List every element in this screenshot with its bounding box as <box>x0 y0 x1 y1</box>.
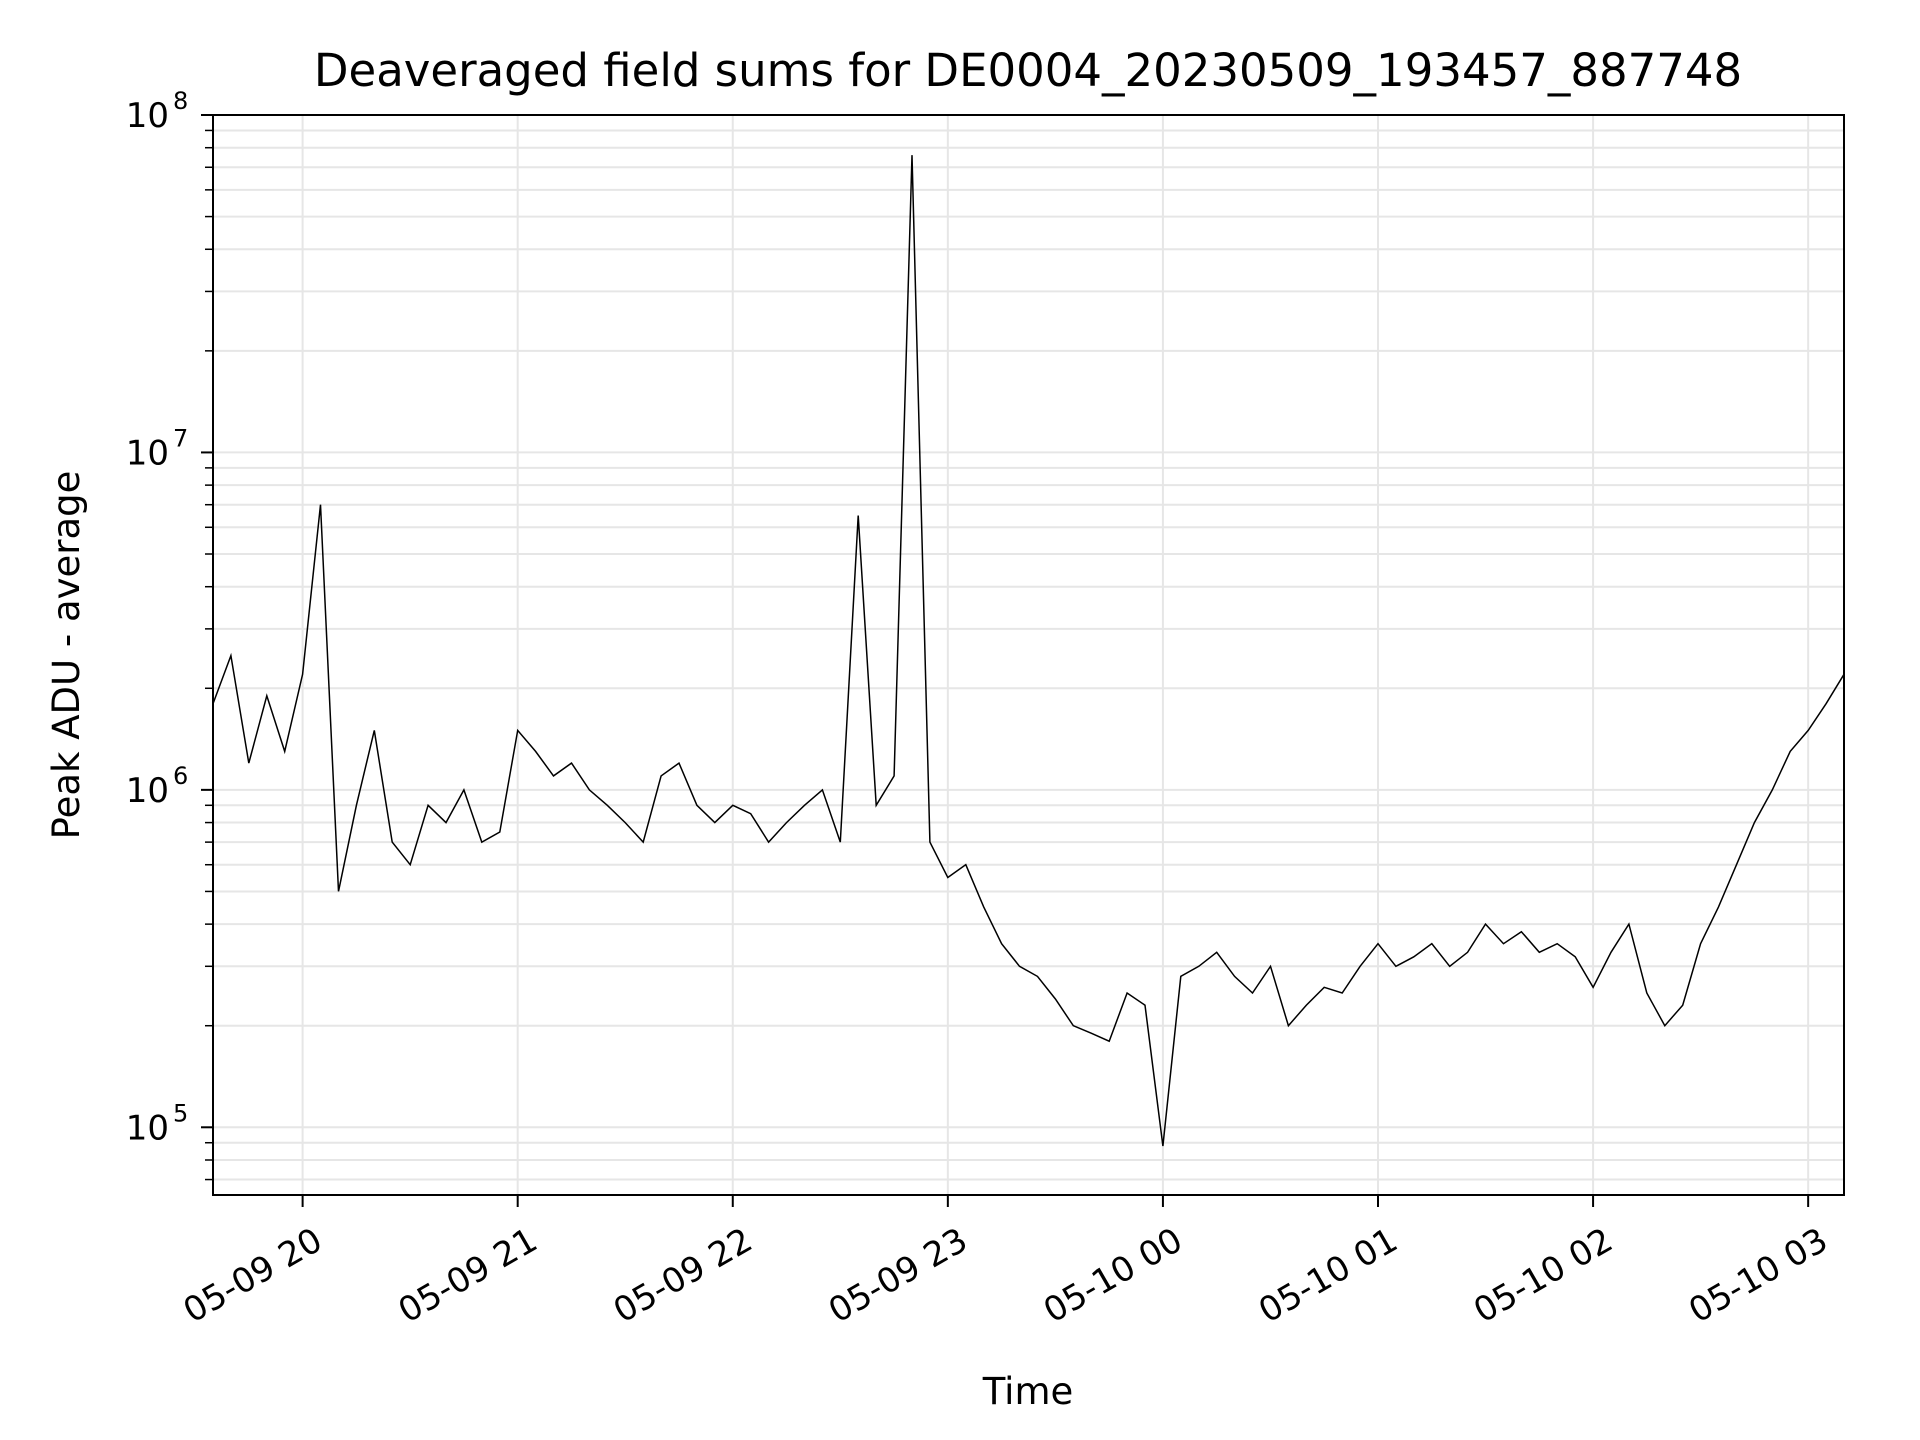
y-tick-label-exponent: 8 <box>173 87 188 115</box>
plot-frame <box>212 114 1845 1196</box>
grid <box>213 114 1844 1195</box>
y-tick-label-exponent: 6 <box>173 762 188 790</box>
x-axis-label: Time <box>982 1370 1074 1413</box>
y-tick-label-exponent: 5 <box>173 1099 188 1127</box>
y-tick-label: 10 <box>126 433 169 473</box>
plot-area <box>212 155 1845 1147</box>
y-tick-label: 10 <box>126 96 169 136</box>
chart-title: Deaveraged field sums for DE0004_2023050… <box>314 44 1742 97</box>
y-tick-label-exponent: 7 <box>173 424 188 452</box>
y-tick-label: 10 <box>126 1108 169 1148</box>
series-line <box>212 155 1845 1147</box>
y-tick-label: 10 <box>126 771 169 811</box>
y-axis-label: Peak ADU - average <box>45 471 88 840</box>
